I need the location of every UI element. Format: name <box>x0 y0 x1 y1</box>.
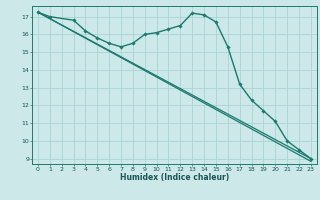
X-axis label: Humidex (Indice chaleur): Humidex (Indice chaleur) <box>120 173 229 182</box>
